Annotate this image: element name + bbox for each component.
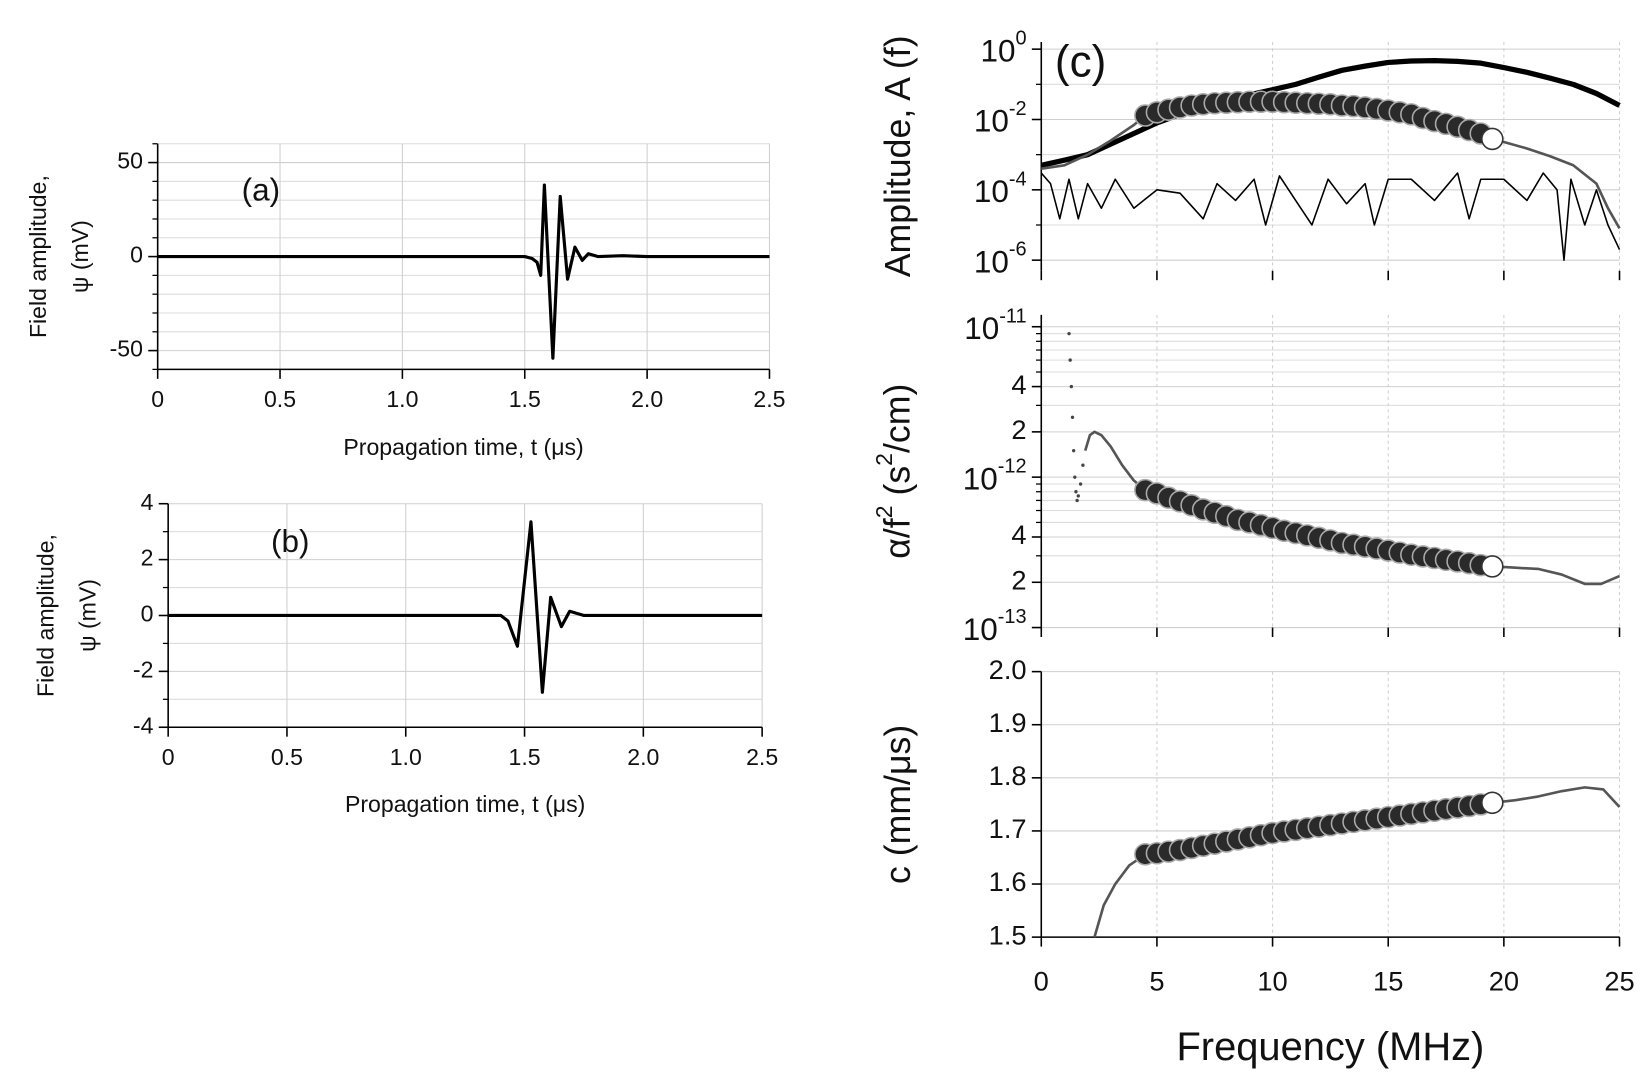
y-tick-label: 2 xyxy=(141,545,154,571)
tick-exponent: -11 xyxy=(999,306,1026,328)
y-tick-label: 10-11 xyxy=(964,306,1026,347)
data-dot xyxy=(1067,331,1071,336)
data-dot xyxy=(1074,490,1078,494)
x-tick-label: 5 xyxy=(1149,966,1164,997)
x-axis-label: Propagation time, t (μs) xyxy=(343,434,583,460)
y-axis-label: Amplitude, A (f) xyxy=(878,35,918,277)
x-tick-label: 1.5 xyxy=(508,744,540,770)
data-line xyxy=(168,520,763,694)
data-dot xyxy=(1068,358,1072,362)
tick-exponent: -4 xyxy=(1009,169,1027,191)
y-tick-label: 2.0 xyxy=(989,654,1027,685)
y-axis-label: α/f2 (s2/cm) xyxy=(871,384,918,559)
tick-base: 10 xyxy=(974,104,1009,139)
y-tick-label: 10-12 xyxy=(963,456,1027,497)
data-dot xyxy=(1069,384,1074,389)
data-line xyxy=(157,183,770,360)
y-label-part: /cm) xyxy=(878,384,918,453)
y-tick-label: 2 xyxy=(1011,414,1026,445)
tick-base: 10 xyxy=(963,612,998,647)
y-tick-label: 1.7 xyxy=(989,813,1027,844)
data-dot xyxy=(1075,498,1079,503)
data-line xyxy=(1040,58,1621,168)
x-tick-label: 2.5 xyxy=(746,744,778,770)
tick-base: 10 xyxy=(974,174,1009,209)
x-tick-label: 25 xyxy=(1604,966,1634,997)
data-line xyxy=(1041,100,1621,230)
y-tick-label: 1.5 xyxy=(989,919,1027,950)
y-label-part: 2 xyxy=(871,453,897,466)
y-tick-label: -4 xyxy=(133,712,154,738)
x-tick-label: 1.0 xyxy=(386,386,418,412)
y-tick-label: 100 xyxy=(980,28,1026,69)
y-tick-label: 1.8 xyxy=(989,760,1027,791)
x-tick-label: 0.5 xyxy=(264,386,296,412)
y-tick-label: -2 xyxy=(133,656,154,682)
panel-label: (c) xyxy=(1055,38,1106,87)
y-label-part: (s xyxy=(878,466,918,506)
x-tick-label: 2.5 xyxy=(753,386,785,412)
data-dot xyxy=(1081,463,1085,467)
y-axis-label: Field amplitude, xyxy=(33,534,59,697)
x-tick-label: 1.0 xyxy=(390,744,422,770)
x-tick-label: 0 xyxy=(151,386,164,412)
tick-base: 10 xyxy=(980,34,1015,69)
data-dot xyxy=(1071,448,1076,453)
tick-base: 10 xyxy=(974,245,1009,280)
data-marker xyxy=(1481,555,1504,578)
data-dot xyxy=(1070,415,1075,419)
x-tick-label: 0 xyxy=(1034,966,1049,997)
y-tick-label: 50 xyxy=(117,148,143,174)
y-tick-label: 10-4 xyxy=(974,169,1027,210)
data-dot xyxy=(1076,494,1080,498)
y-axis-label: Field amplitude, xyxy=(25,175,51,338)
y-axis-label: ψ (mV) xyxy=(67,220,93,293)
y-axis-label: ψ (mV) xyxy=(75,579,101,652)
x-tick-label: 15 xyxy=(1373,966,1403,997)
y-tick-label: 2 xyxy=(1011,564,1026,595)
y-label-part: α/f xyxy=(878,518,918,559)
data-line xyxy=(1093,786,1621,938)
tick-exponent: -12 xyxy=(998,456,1027,478)
data-marker xyxy=(1481,127,1504,151)
x-tick-label: 20 xyxy=(1489,966,1519,997)
tick-base: 10 xyxy=(964,311,999,346)
panel-label: (a) xyxy=(242,172,280,207)
data-marker xyxy=(1481,791,1504,815)
y-tick-label: 1.9 xyxy=(989,707,1027,738)
x-tick-label: 2.0 xyxy=(631,386,663,412)
tick-base: 10 xyxy=(963,462,998,497)
data-dot xyxy=(1078,482,1083,486)
data-line xyxy=(1040,172,1621,261)
y-tick-label: 0 xyxy=(130,242,143,268)
y-tick-label: 4 xyxy=(1011,369,1026,400)
x-tick-label: 10 xyxy=(1257,966,1287,997)
y-label-part: 2 xyxy=(871,505,897,518)
y-tick-label: 4 xyxy=(141,489,154,515)
y-tick-label: 4 xyxy=(1011,519,1026,550)
y-tick-label: 10-13 xyxy=(963,606,1027,647)
x-axis-label: Propagation time, t (μs) xyxy=(345,791,585,817)
y-axis-label: c (mm/μs) xyxy=(878,725,918,884)
panel-label: (b) xyxy=(271,524,309,559)
y-tick-label: 10-6 xyxy=(974,239,1027,280)
tick-exponent: -13 xyxy=(998,606,1027,628)
tick-exponent: -6 xyxy=(1009,239,1027,261)
y-tick-label: 0 xyxy=(141,601,154,627)
x-tick-label: 1.5 xyxy=(509,386,541,412)
y-tick-label: -50 xyxy=(110,336,143,362)
x-tick-label: 0.5 xyxy=(271,744,303,770)
x-tick-label: 0 xyxy=(162,744,175,770)
x-tick-label: 2.0 xyxy=(627,744,659,770)
x-axis-label: Frequency (MHz) xyxy=(1176,1025,1484,1069)
tick-exponent: 0 xyxy=(1015,28,1026,50)
y-tick-label: 1.6 xyxy=(989,866,1027,897)
tick-exponent: -2 xyxy=(1009,98,1027,120)
y-tick-label: 10-2 xyxy=(974,98,1027,139)
data-dot xyxy=(1073,475,1077,479)
